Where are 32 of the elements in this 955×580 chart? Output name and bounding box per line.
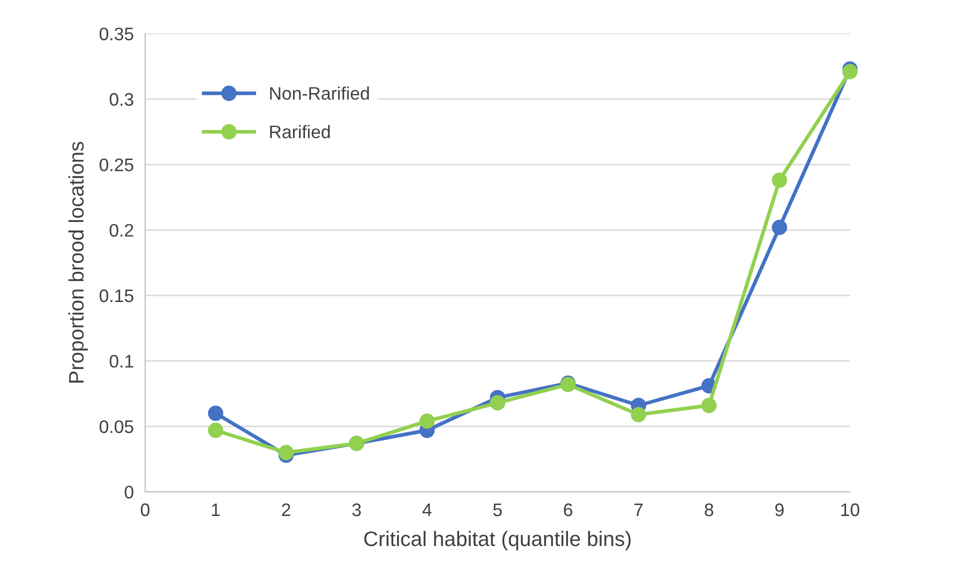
y-tick-label: 0.05 [100,420,134,434]
x-tick-label: 10 [841,503,860,516]
legend-label: Rarified [270,125,330,138]
point [772,172,788,188]
point [490,395,506,410]
x-tick-label: 5 [493,504,502,516]
x-tick-label: 8 [704,503,714,516]
x-tick-label: 4 [422,504,432,516]
x-tick-label: 3 [352,503,361,516]
y-tick-label: 0.35 [100,28,134,40]
x-axis-title: Critical habitat (quantile bins) [364,530,631,550]
x-tick-label: 9 [775,503,784,516]
point [772,220,788,236]
y-tick-label: 0.2 [110,224,134,237]
x-tick-label: 1 [212,504,220,516]
x-tick-label: 6 [564,503,572,516]
x-tick-label: 0 [140,503,150,516]
y-tick-label: 0.25 [100,158,134,172]
x-tick-label: 7 [634,504,643,516]
y-tick-label: 0.3 [110,93,134,106]
y-tick-label: 0.15 [100,289,134,302]
y-axis-title: Proportion brood locations [68,142,88,383]
point [278,444,294,460]
point [208,406,224,421]
y-tick-label: 0 [124,486,134,499]
y-tick-label: 0.1 [110,354,134,368]
point [701,398,717,414]
legend-label: Non-Rarified [270,86,369,100]
point [630,406,646,422]
x-tick-label: 2 [282,503,290,516]
point [208,422,224,438]
point [419,414,435,429]
